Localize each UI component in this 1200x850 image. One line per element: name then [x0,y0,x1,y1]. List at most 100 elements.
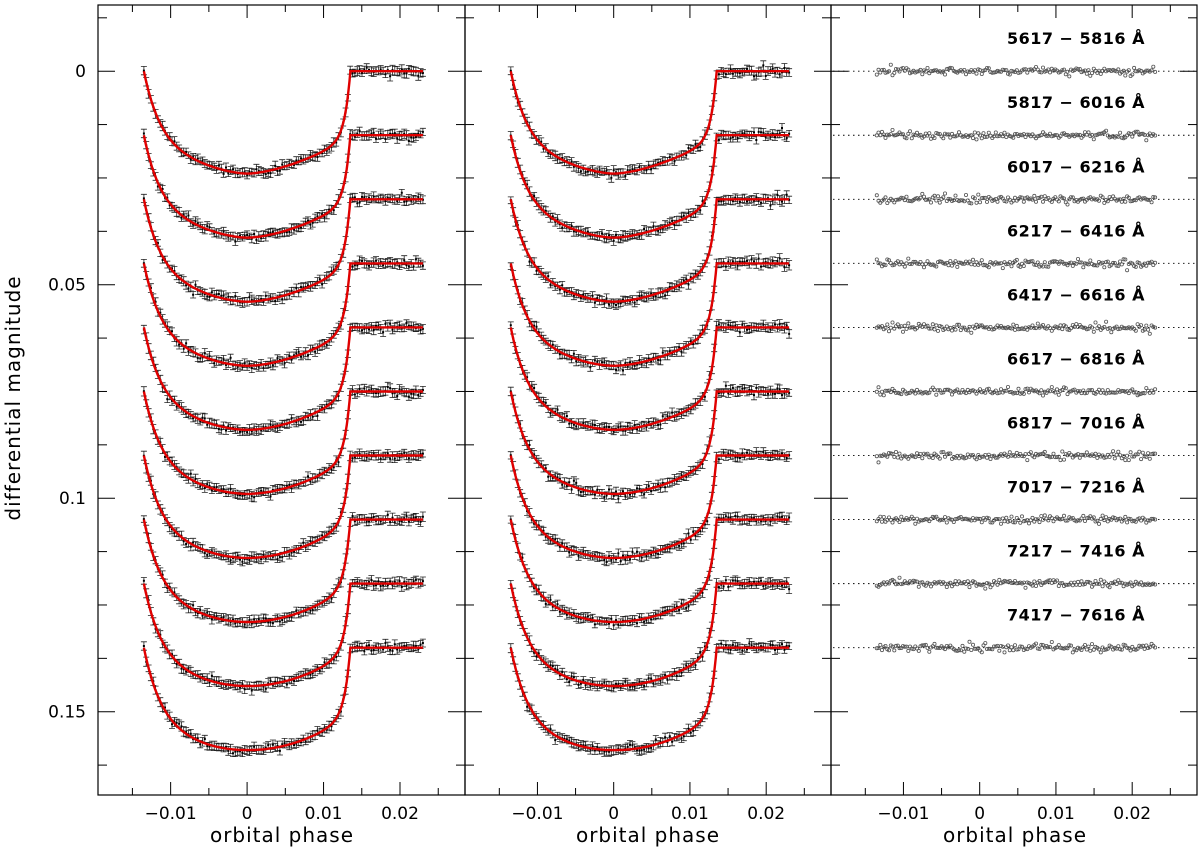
residual-point [939,324,944,329]
residual-point [895,455,900,460]
residual-point [1058,323,1063,328]
residual-point [1041,643,1046,648]
residual-point [990,327,995,332]
residual-point [1084,71,1089,76]
residual-point [1130,261,1135,266]
residual-point [972,68,977,73]
residual-point [1100,195,1105,200]
residual-point [902,323,907,328]
residual-point [1123,458,1128,463]
data-points [142,258,424,369]
residual-point [962,649,967,654]
residual-point [1116,644,1121,649]
residual-point [1114,452,1119,457]
residual-point [957,130,962,135]
residual-point [936,69,941,74]
light-curve-series-4 [140,255,426,373]
residual-point [1144,263,1149,268]
residual-point [1020,326,1025,331]
residual-point [983,390,988,395]
residual-point [897,646,902,651]
residual-point [1081,265,1086,270]
residuals-panel: −0.01 0 0.01 0.02 5617 − 5816 Å 5817 − 6016 Å… [830,4,1198,824]
band-label: 5817 − 6016 Å [1007,93,1145,112]
residual-point [964,581,969,586]
residual-point [1083,643,1088,648]
residual-point [1118,647,1123,652]
residual-point [1055,455,1060,460]
residual-point [1146,260,1151,265]
residual-point [1121,196,1126,201]
residual-point [1086,453,1091,458]
model-curve [142,262,423,367]
residual-point [1077,583,1082,588]
residual-point [1088,648,1093,653]
residual-point [1014,391,1019,396]
residual-point [899,132,904,137]
residual-point [897,391,902,396]
residual-point [915,69,920,74]
residual-point [1126,68,1131,73]
residual-point [1016,386,1021,391]
residual-point [1133,390,1138,395]
residual-point [878,453,883,458]
residual-point [920,456,925,461]
residual-point [1133,328,1138,333]
error-bars [140,126,426,246]
residual-point [1002,650,1007,655]
residual-point [1107,585,1112,590]
x-tick-label: 0 [974,804,985,824]
residual-point [985,387,990,392]
data-points [142,66,424,176]
residual-point [1018,132,1023,137]
residual-point [1093,133,1098,138]
residual-point [927,131,932,136]
residual-point [1093,263,1098,268]
residual-point [948,580,953,585]
residual-point [1037,520,1042,525]
residual-point [1009,326,1014,331]
residual-point [1126,131,1131,136]
residual-point [1146,197,1151,202]
residual-point [1037,579,1042,584]
error-bars [140,319,426,436]
residual-point [1025,647,1030,652]
residual-point [1081,325,1086,330]
residual-point [1072,453,1077,458]
residual-point [1118,130,1123,135]
residual-point [894,133,899,138]
residual-point [874,72,879,77]
residual-point [971,453,976,458]
residual-point [922,643,927,648]
residual-point [1041,130,1046,135]
residual-point [1058,259,1063,264]
light-curve-series-9 [507,575,793,693]
residual-point [1086,326,1091,331]
residual-point [958,198,963,203]
residual-point [1034,262,1039,267]
residual-point [1069,133,1074,138]
residual-point [1084,450,1089,455]
residual-point [976,582,981,587]
residual-point [1062,67,1067,72]
residual-point [1116,517,1121,522]
residual-point [1065,582,1070,587]
residual-point [1102,518,1107,523]
residual-point [988,520,993,525]
residual-point [1153,517,1158,522]
residual-point [969,330,974,335]
residual-point [1062,196,1067,201]
model-curve [142,326,423,431]
residual-point [1004,388,1009,393]
x-tick-label: −0.01 [145,804,197,824]
residual-point [1105,259,1110,264]
model-curve [509,198,790,303]
residual-point [1126,458,1131,463]
residual-point [937,456,942,461]
residual-point [995,582,1000,587]
residual-point [1149,259,1154,264]
residual-point [894,67,899,72]
residual-point [1149,68,1154,73]
residual-point [915,387,920,392]
residual-point [1093,320,1098,325]
